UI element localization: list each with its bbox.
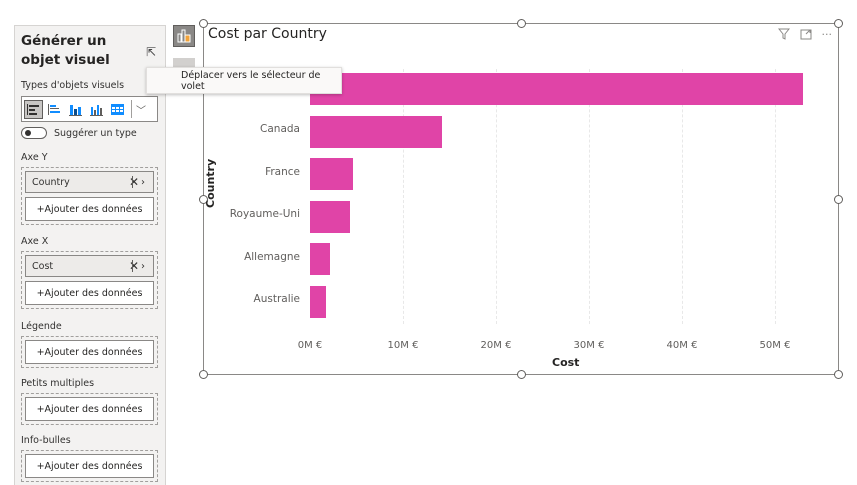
visual-header-icons: ··· bbox=[777, 28, 833, 43]
chevron-right-icon[interactable]: › bbox=[141, 260, 145, 272]
remove-field-icon[interactable]: ✕ bbox=[128, 175, 140, 189]
clustered-bar-icon[interactable] bbox=[45, 100, 64, 119]
add-data-button[interactable]: +Ajouter des données bbox=[25, 454, 154, 478]
suggest-type-label: Suggérer un type bbox=[54, 127, 137, 139]
build-visual-pane: Générer un objet visuel ⇱ Types d'objets… bbox=[14, 25, 166, 485]
bar-royaume-uni[interactable] bbox=[310, 201, 350, 233]
build-visual-button[interactable] bbox=[173, 25, 195, 47]
category-label: Australie bbox=[253, 293, 300, 305]
add-data-button[interactable]: +Ajouter des données bbox=[25, 397, 154, 421]
focus-mode-icon[interactable] bbox=[800, 28, 812, 43]
bar-allemagne[interactable] bbox=[310, 243, 330, 275]
well-label-tooltips: Info-bulles bbox=[21, 435, 71, 446]
well-label-legend: Légende bbox=[21, 321, 62, 332]
divider bbox=[131, 100, 132, 118]
well-y-axis: Country ✕ › +Ajouter des données bbox=[21, 167, 158, 225]
field-name: Country bbox=[32, 176, 70, 188]
tooltip: Déplacer vers le sélecteur de volet bbox=[146, 67, 342, 94]
gridline bbox=[775, 69, 776, 324]
category-label: France bbox=[265, 166, 300, 178]
more-options-icon[interactable]: ··· bbox=[821, 28, 833, 41]
resize-handle[interactable] bbox=[199, 19, 208, 28]
clustered-column-icon[interactable] bbox=[87, 100, 106, 119]
well-small-multiples: +Ajouter des données bbox=[21, 393, 158, 425]
pointer-cursor-icon: ⇱ bbox=[146, 45, 157, 59]
gridline bbox=[682, 69, 683, 324]
remove-field-icon[interactable]: ✕ bbox=[128, 259, 140, 273]
category-label: Allemagne bbox=[244, 251, 300, 263]
category-label: Canada bbox=[260, 123, 300, 135]
resize-handle[interactable] bbox=[517, 370, 526, 379]
resize-handle[interactable] bbox=[199, 370, 208, 379]
y-axis-title: Country bbox=[204, 158, 217, 208]
well-legend: +Ajouter des données bbox=[21, 336, 158, 368]
category-label: Royaume-Uni bbox=[229, 208, 300, 220]
bar[interactable] bbox=[310, 73, 803, 105]
resize-handle[interactable] bbox=[834, 19, 843, 28]
well-label-y-axis: Axe Y bbox=[21, 152, 48, 163]
table-icon[interactable] bbox=[108, 100, 127, 119]
bar-chart-visual[interactable]: Cost par Country ··· Country Canada Fran… bbox=[199, 19, 843, 379]
column-chart-icon[interactable] bbox=[66, 100, 85, 119]
resize-handle[interactable] bbox=[834, 195, 843, 204]
field-name: Cost bbox=[32, 260, 54, 272]
resize-handle[interactable] bbox=[199, 195, 208, 204]
visual-types-gallery: ﹀ bbox=[21, 96, 158, 122]
bar-canada[interactable] bbox=[310, 116, 442, 148]
x-tick: 0M € bbox=[297, 340, 323, 351]
build-visual-icon bbox=[177, 29, 191, 43]
gridline bbox=[403, 69, 404, 324]
resize-handle[interactable] bbox=[834, 370, 843, 379]
gridline bbox=[589, 69, 590, 324]
chevron-right-icon[interactable]: › bbox=[141, 176, 145, 188]
field-pill-country[interactable]: Country ✕ › bbox=[25, 171, 154, 193]
x-tick: 20M € bbox=[480, 340, 512, 351]
resize-handle[interactable] bbox=[517, 19, 526, 28]
well-x-axis: Cost ✕ › +Ajouter des données bbox=[21, 251, 158, 309]
visual-types-label: Types d'objets visuels bbox=[21, 80, 125, 91]
chevron-down-icon[interactable]: ﹀ bbox=[136, 105, 146, 117]
x-tick: 10M € bbox=[387, 340, 419, 351]
pane-title: Générer un objet visuel bbox=[21, 33, 110, 68]
add-data-button[interactable]: +Ajouter des données bbox=[25, 197, 154, 221]
gridline bbox=[496, 69, 497, 324]
bar-france[interactable] bbox=[310, 158, 353, 190]
bar-australie[interactable] bbox=[310, 286, 326, 318]
x-axis-title: Cost bbox=[552, 356, 580, 369]
filter-icon[interactable] bbox=[777, 28, 790, 43]
add-data-button[interactable]: +Ajouter des données bbox=[25, 281, 154, 305]
well-label-small-multiples: Petits multiples bbox=[21, 378, 95, 389]
format-visual-button[interactable] bbox=[173, 58, 195, 68]
bar-chart-icon[interactable] bbox=[24, 99, 43, 119]
add-data-button[interactable]: +Ajouter des données bbox=[25, 340, 154, 364]
well-label-x-axis: Axe X bbox=[21, 236, 49, 247]
suggest-type-row: Suggérer un type bbox=[21, 127, 137, 139]
chart-title: Cost par Country bbox=[208, 26, 327, 42]
field-pill-cost[interactable]: Cost ✕ › bbox=[25, 255, 154, 277]
x-tick: 50M € bbox=[759, 340, 791, 351]
well-tooltips: +Ajouter des données bbox=[21, 450, 158, 482]
x-tick: 40M € bbox=[666, 340, 698, 351]
suggest-type-toggle[interactable] bbox=[21, 127, 47, 139]
x-tick: 30M € bbox=[573, 340, 605, 351]
